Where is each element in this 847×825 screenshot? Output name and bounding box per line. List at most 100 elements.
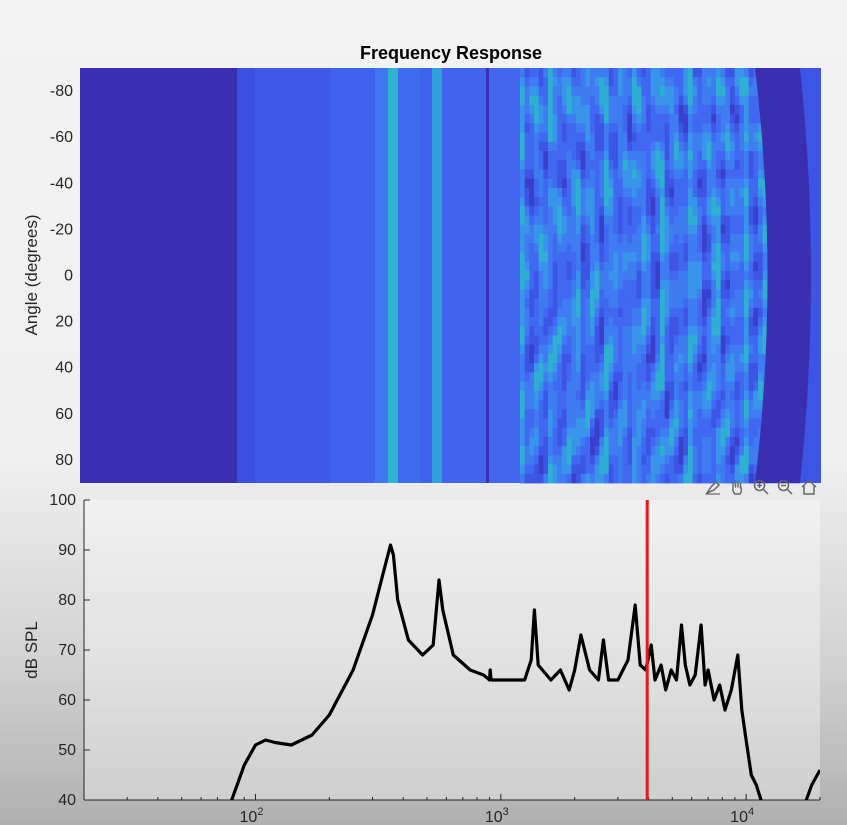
heatmap-cell: [669, 335, 675, 346]
heatmap-cell: [734, 289, 740, 299]
heatmap-cell: [669, 178, 675, 189]
heatmap-cell: [664, 243, 670, 253]
heatmap-cell: [692, 132, 698, 143]
heatmap-cell: [730, 436, 736, 447]
heatmap-cell: [734, 455, 740, 465]
heatmap-cell: [534, 298, 540, 309]
heatmap-cell: [594, 317, 600, 327]
heatmap-cell: [664, 446, 670, 456]
heatmap-cell: [664, 317, 670, 327]
heatmap-cell: [636, 436, 642, 447]
heatmap-cell: [576, 344, 582, 355]
heatmap-cell: [636, 372, 642, 382]
heatmap-cell: [706, 372, 712, 382]
heatmap-cell: [520, 151, 526, 161]
heatmap-cell: [566, 141, 572, 152]
heatmap-cell: [706, 104, 712, 115]
heatmap-cell: [622, 418, 628, 429]
heatmap-cell: [622, 160, 628, 170]
heatmap-cell: [683, 335, 689, 346]
heatmap-cell: [725, 344, 731, 355]
heatmap-cell: [599, 95, 605, 106]
heatmap-cell: [716, 317, 722, 327]
heatmap-cell: [534, 400, 540, 410]
heatmap-cell: [520, 344, 526, 355]
heatmap-cell: [664, 289, 670, 299]
heatmap-cell: [543, 206, 549, 216]
heatmap-cell: [566, 252, 572, 263]
heatmap-cell: [520, 187, 526, 198]
heatmap-cell: [534, 261, 540, 272]
heatmap-cell: [650, 178, 656, 189]
heatmap-cell: [548, 132, 554, 143]
home-button[interactable]: [798, 476, 820, 498]
heatmap-cell: [748, 363, 754, 373]
heatmap-cell: [655, 123, 661, 133]
heatmap-cell: [548, 86, 554, 97]
heatmap-cell: [562, 464, 568, 475]
heatmap-cell: [706, 298, 712, 309]
heatmap-cell: [538, 104, 544, 115]
heatmap-cell: [674, 95, 680, 106]
heatmap-cell: [725, 169, 731, 180]
heatmap-cell: [529, 178, 535, 189]
heatmap-cell: [758, 363, 764, 373]
heatmap-cell: [552, 132, 558, 143]
pan-button[interactable]: [726, 476, 748, 498]
heatmap-cell: [706, 243, 712, 253]
heatmap-cell: [622, 326, 628, 336]
heatmap-cell: [716, 206, 722, 216]
heatmap-cell: [688, 436, 694, 447]
heatmap-cell: [646, 86, 652, 97]
data-tip-button[interactable]: [702, 476, 724, 498]
heatmap-cell: [576, 95, 582, 106]
heatmap-cell: [692, 160, 698, 170]
heatmap-cell: [576, 197, 582, 207]
heatmap-cell: [566, 234, 572, 244]
heatmap-cell: [655, 372, 661, 382]
heatmap-cell: [660, 372, 666, 382]
heatmap-cell: [650, 77, 656, 87]
heatmap-cell: [604, 197, 610, 207]
heatmap-cell: [646, 132, 652, 143]
heatmap-cell: [622, 234, 628, 244]
heatmap-cell: [599, 123, 605, 133]
heatmap-cell: [688, 68, 694, 78]
heatmap-cell: [720, 114, 726, 124]
heatmap-cell: [702, 224, 708, 235]
heatmap-cell: [758, 252, 764, 263]
heatmap-cell: [627, 372, 633, 382]
heatmap-cell: [706, 317, 712, 327]
heatmap-cell: [753, 317, 759, 327]
heatmap-cell: [585, 197, 591, 207]
heatmap-cell: [618, 243, 624, 253]
heatmap-cell: [534, 455, 540, 465]
heatmap-cell: [576, 418, 582, 429]
zoom-out-button[interactable]: [774, 476, 796, 498]
y-tick-label: 40: [58, 792, 76, 809]
heatmap-cell: [552, 409, 558, 419]
heatmap-cell: [706, 381, 712, 392]
heatmap-cell: [674, 86, 680, 97]
heatmap-cell: [622, 261, 628, 272]
heatmap-cell: [744, 95, 750, 106]
heatmap-cell: [599, 280, 605, 290]
heatmap-cell: [562, 104, 568, 115]
heatmap-cell: [674, 427, 680, 438]
heatmap-cell: [585, 307, 591, 318]
heatmap-cell: [594, 206, 600, 216]
heatmap-cell: [557, 243, 563, 253]
heatmap-cell: [613, 473, 619, 484]
heatmap-cell: [566, 473, 572, 484]
heatmap-cell: [562, 409, 568, 419]
zoom-in-button[interactable]: [750, 476, 772, 498]
heatmap-cell: [627, 197, 633, 207]
heatmap-cell: [604, 270, 610, 281]
heatmap-cell: [711, 95, 717, 106]
heatmap-cell: [641, 335, 647, 346]
heatmap-cell: [599, 187, 605, 198]
heatmap-cell: [590, 252, 596, 263]
heatmap-cell: [571, 344, 577, 355]
heatmap-cell: [604, 77, 610, 87]
heatmap-cell: [664, 141, 670, 152]
